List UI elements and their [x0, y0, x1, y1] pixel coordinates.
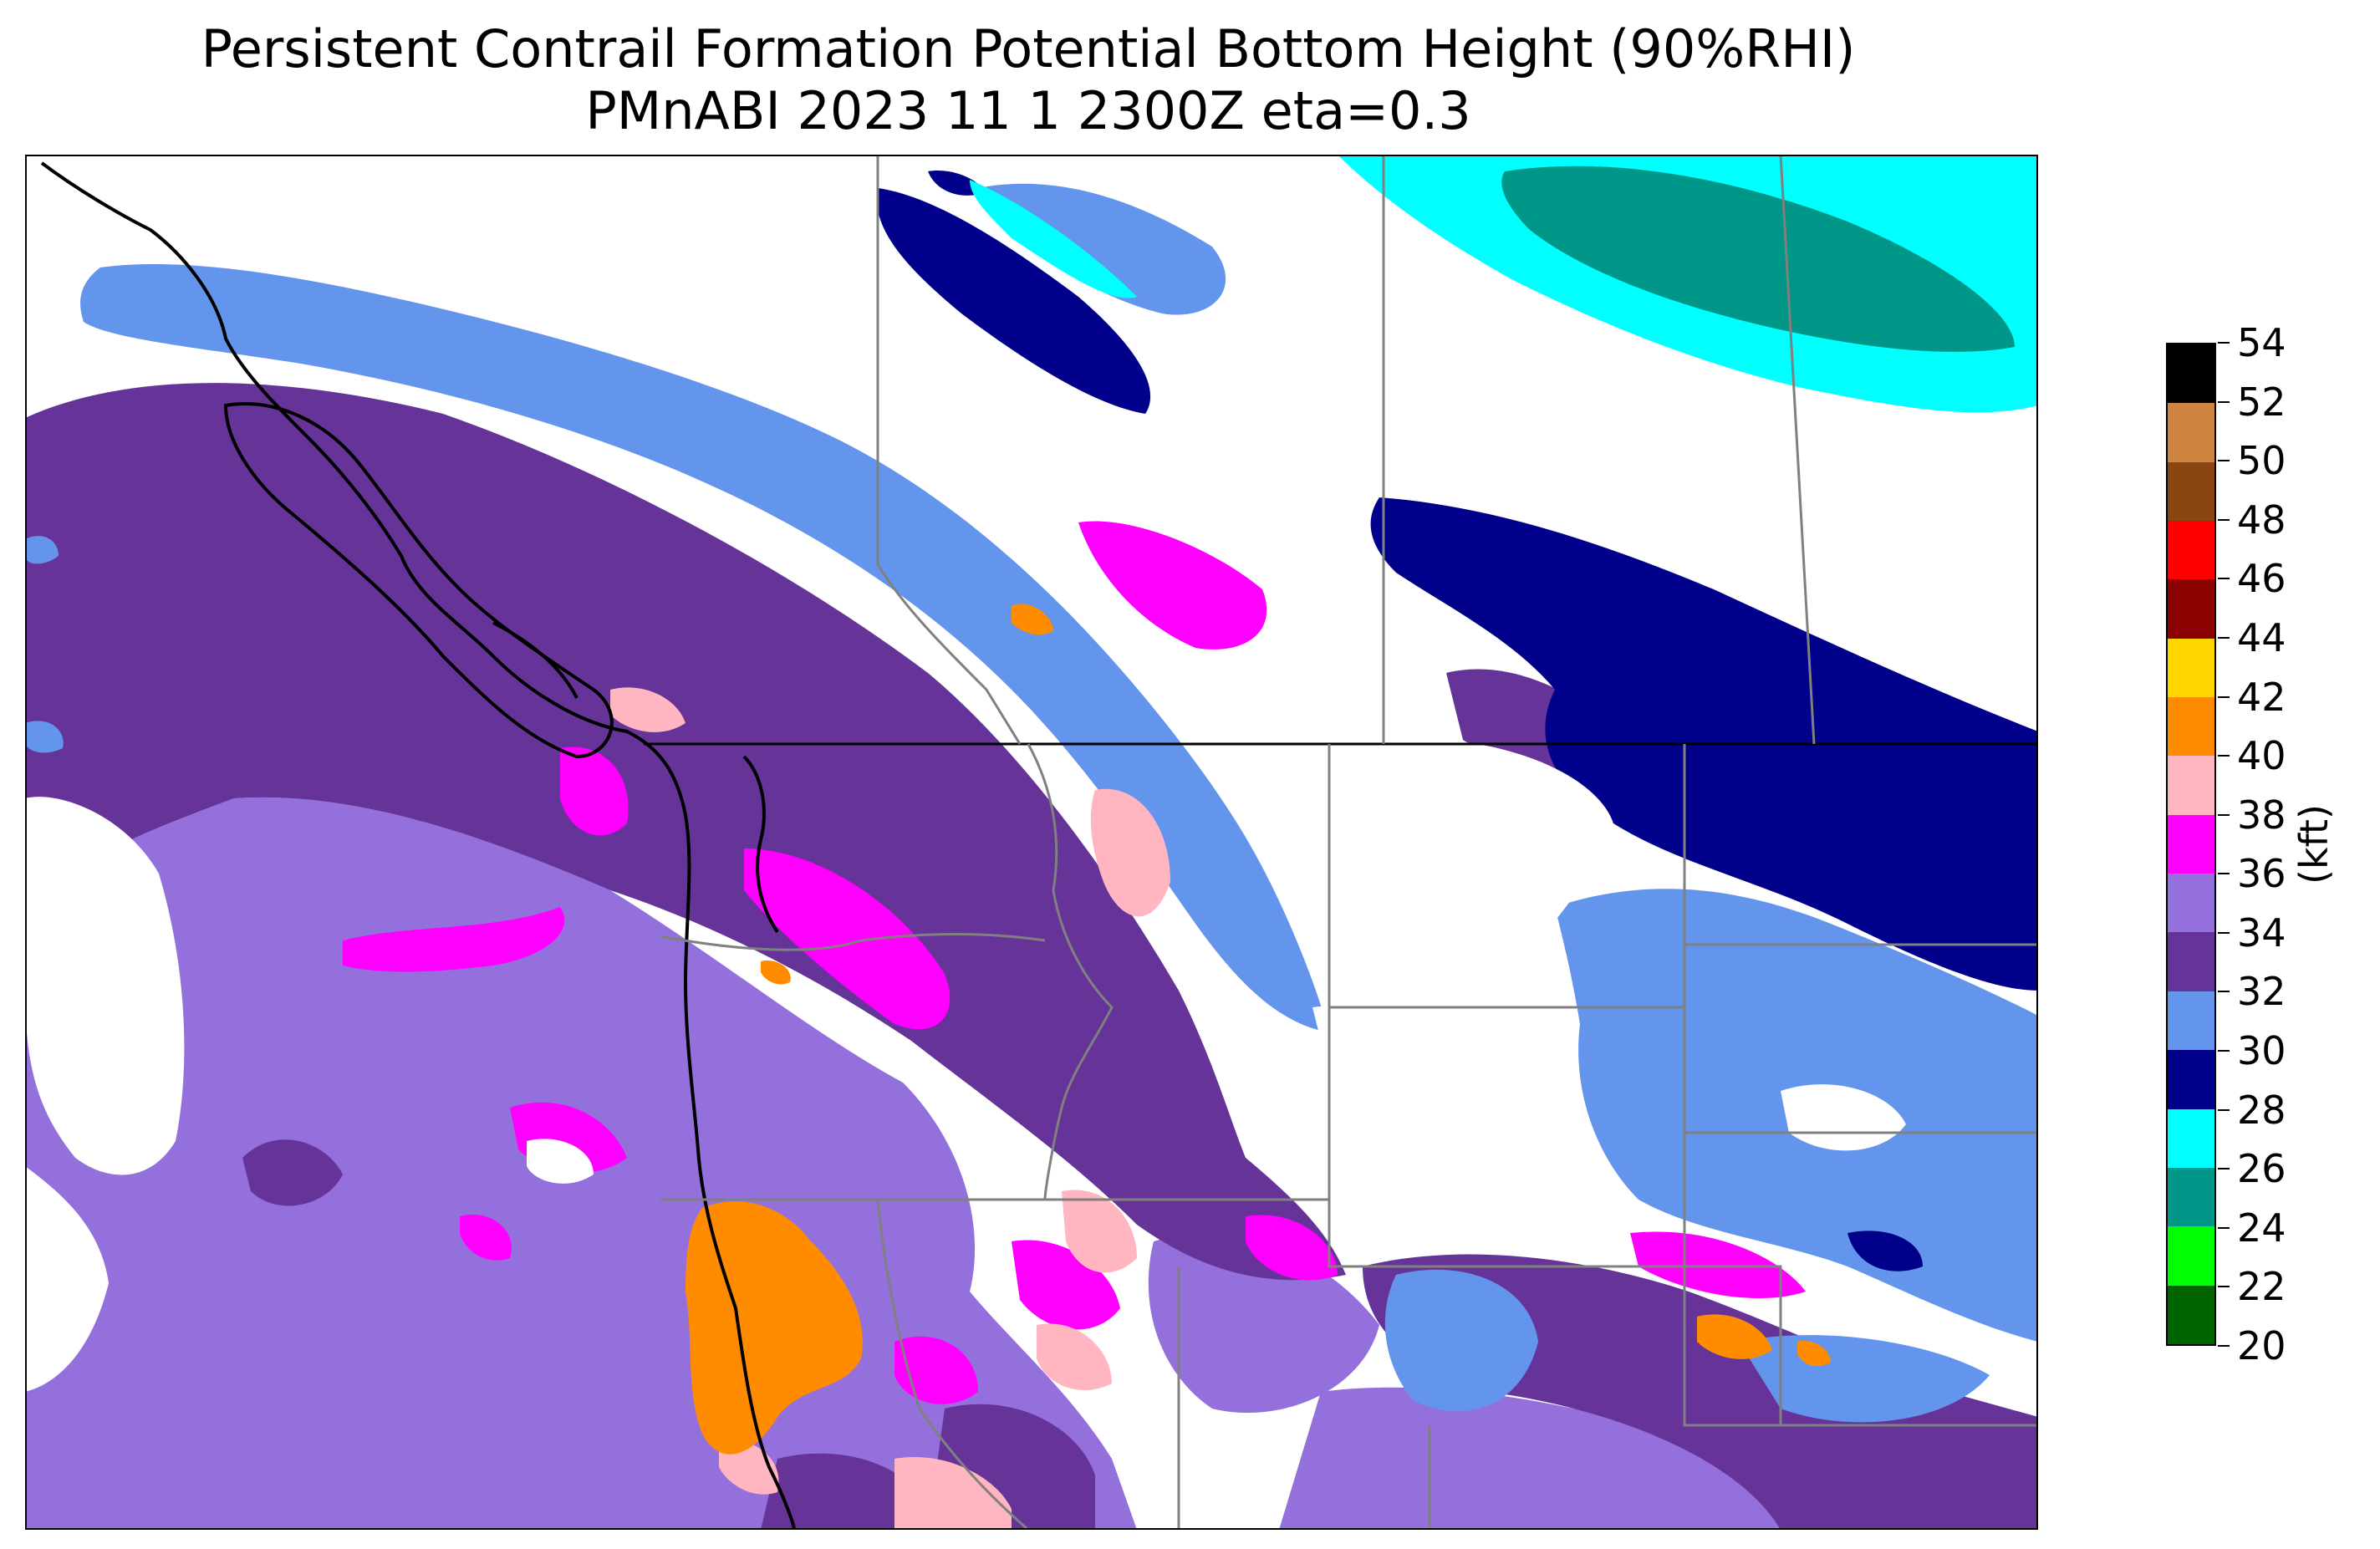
- colorbar-segment: [2168, 1285, 2214, 1344]
- colorbar-tick: [2218, 696, 2230, 698]
- colorbar-tick-label: 44: [2237, 614, 2286, 660]
- colorbar-tick-label: 24: [2237, 1205, 2286, 1251]
- colorbar-segment: [2168, 874, 2214, 933]
- colorbar-tick: [2218, 873, 2230, 875]
- colorbar-tick-label: 20: [2237, 1323, 2286, 1368]
- field-clear-areas: [25, 738, 1906, 1392]
- colorbar-segment: [2168, 403, 2214, 462]
- colorbar-segment: [2168, 1226, 2214, 1286]
- colorbar-tick-label: 38: [2237, 792, 2286, 838]
- colorbar-segment: [2168, 991, 2214, 1051]
- colorbar-tick: [2218, 460, 2230, 462]
- field-pink: [610, 687, 1170, 1530]
- colorbar-tick-label: 40: [2237, 733, 2286, 779]
- colorbar-segment: [2168, 461, 2214, 521]
- map-panel: [25, 155, 2038, 1530]
- colorbar-segment: [2168, 520, 2214, 580]
- colorbar-tick: [2218, 755, 2230, 757]
- colorbar-tick: [2218, 813, 2230, 816]
- colorbar-segment: [2168, 638, 2214, 698]
- colorbar-tick: [2218, 1050, 2230, 1052]
- colorbar-tick: [2218, 400, 2230, 403]
- colorbar-tick: [2218, 931, 2230, 934]
- colorbar-tick-label: 28: [2237, 1087, 2286, 1133]
- colorbar-tick: [2218, 518, 2230, 521]
- colorbar-unit-label: (kft): [2291, 804, 2337, 884]
- state-borders: [660, 155, 2038, 1530]
- colorbar-tick: [2218, 991, 2230, 993]
- colorbar-tick: [2218, 1345, 2230, 1347]
- colorbar-tick: [2218, 1286, 2230, 1288]
- colorbar-tick-label: 54: [2237, 320, 2286, 365]
- field-cornflower: [25, 183, 2038, 1423]
- colorbar-tick: [2218, 342, 2230, 344]
- colorbar-segment: [2168, 756, 2214, 815]
- colorbar: [2166, 343, 2216, 1346]
- colorbar-segment: [2168, 932, 2214, 991]
- coastline: [40, 161, 796, 1530]
- colorbar-tick: [2218, 1108, 2230, 1111]
- colorbar-tick-label: 30: [2237, 1028, 2286, 1074]
- colorbar-tick-label: 46: [2237, 556, 2286, 602]
- field-orange: [685, 604, 1831, 1455]
- colorbar-tick: [2218, 578, 2230, 580]
- colorbar-segment: [2168, 697, 2214, 757]
- colorbar-tick: [2218, 636, 2230, 639]
- colorbar-segment: [2168, 1050, 2214, 1109]
- colorbar-tick: [2218, 1168, 2230, 1170]
- colorbar-segment: [2168, 579, 2214, 639]
- colorbar-tick-label: 26: [2237, 1146, 2286, 1192]
- contrail-map: [25, 155, 2038, 1530]
- colorbar-tick-label: 48: [2237, 497, 2286, 543]
- colorbar-segment: [2168, 814, 2214, 874]
- colorbar-tick-label: 52: [2237, 379, 2286, 425]
- chart-title: Persistent Contrail Formation Potential …: [201, 18, 1856, 79]
- colorbar-tick-label: 34: [2237, 910, 2286, 955]
- field-teal: [1501, 166, 2015, 352]
- colorbar-tick-label: 42: [2237, 674, 2286, 720]
- colorbar-tick: [2218, 1226, 2230, 1229]
- colorbar-tick-label: 22: [2237, 1264, 2286, 1310]
- colorbar-segment: [2168, 344, 2214, 404]
- chart-subtitle: PMnABI 2023 11 1 2300Z eta=0.3: [585, 80, 1471, 141]
- colorbar-tick-label: 36: [2237, 851, 2286, 897]
- colorbar-segment: [2168, 1167, 2214, 1227]
- colorbar-segment: [2168, 1108, 2214, 1168]
- colorbar-tick-label: 32: [2237, 969, 2286, 1015]
- colorbar-tick-label: 50: [2237, 438, 2286, 484]
